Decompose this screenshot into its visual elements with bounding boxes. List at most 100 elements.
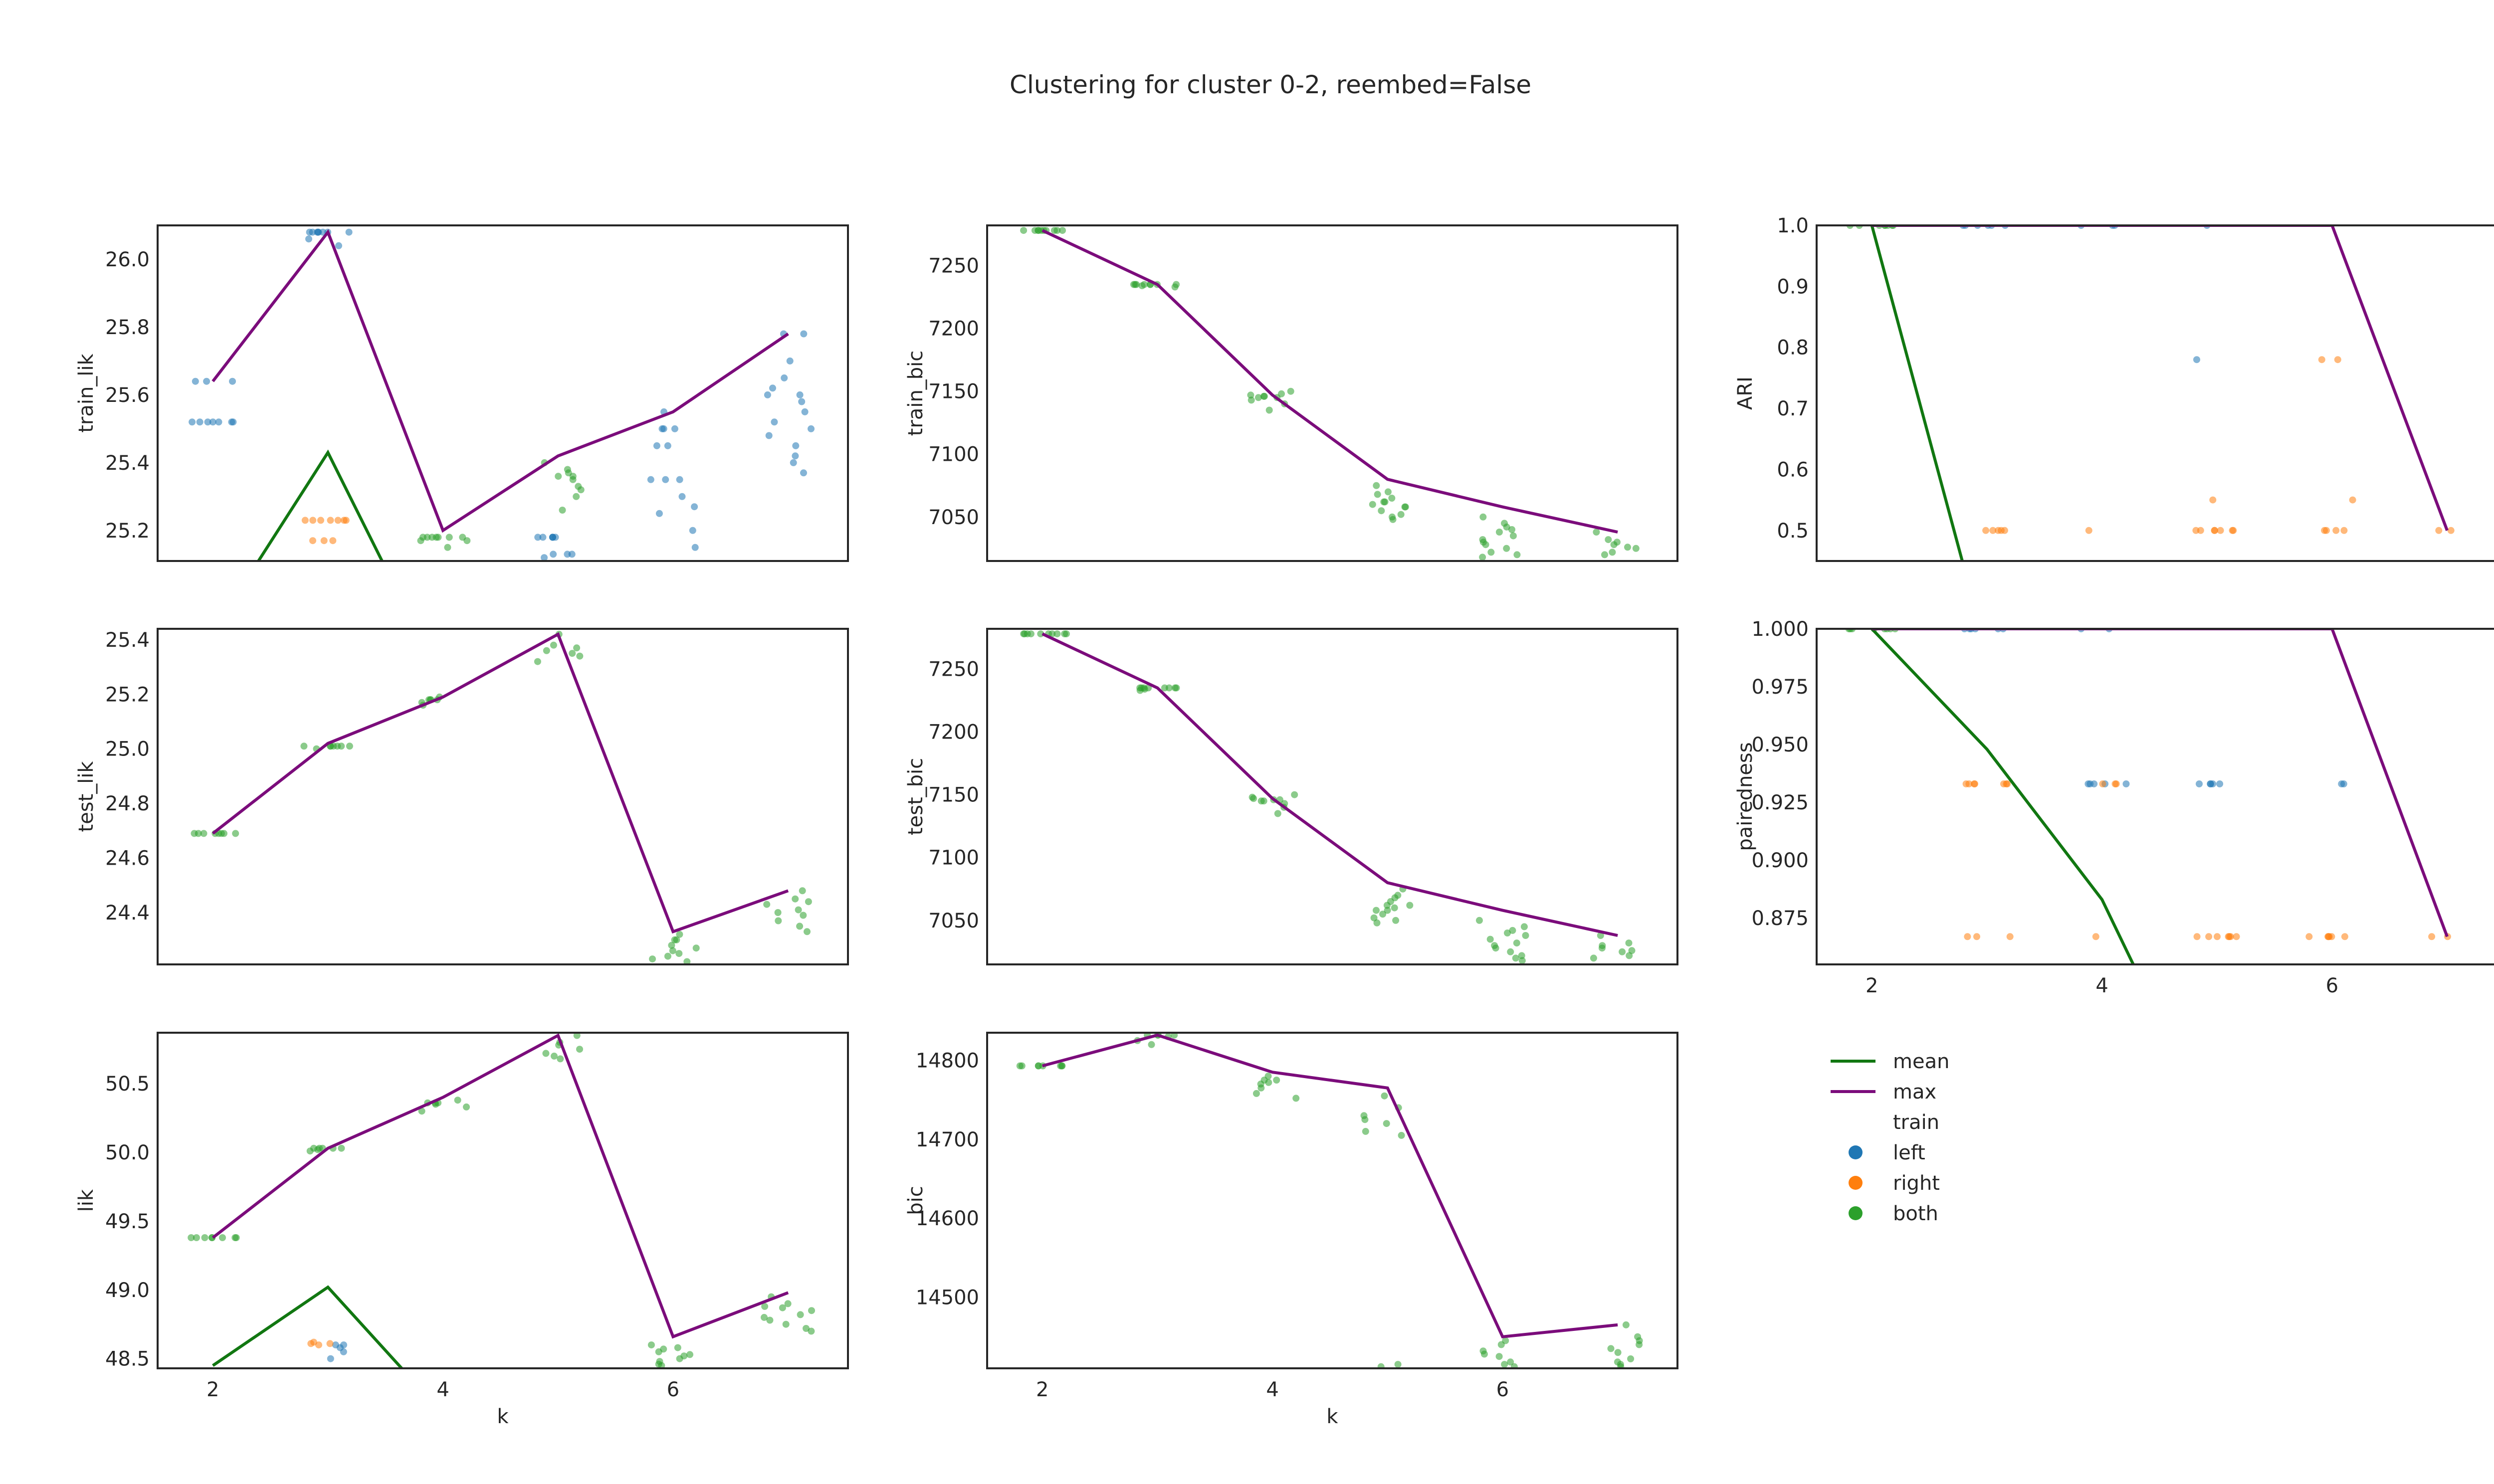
plot-area-test_lik [191, 630, 812, 964]
point-right [327, 517, 334, 524]
point-both [655, 1348, 662, 1355]
point-both [1520, 923, 1528, 930]
point-both [1061, 630, 1068, 638]
point-left [192, 377, 199, 385]
point-both [1381, 498, 1389, 506]
point-both [1391, 904, 1398, 912]
point-both [647, 1341, 655, 1349]
point-left [189, 418, 196, 426]
point-left [676, 476, 683, 483]
point-left [2196, 780, 2203, 787]
point-left [2340, 780, 2347, 787]
point-both [675, 950, 683, 957]
point-both [423, 534, 431, 541]
point-both [300, 742, 308, 750]
point-both [692, 944, 700, 952]
legend-both-label: both [1893, 1202, 1938, 1225]
point-both [1377, 1363, 1385, 1368]
point-both [1503, 523, 1510, 531]
point-both [463, 1103, 470, 1111]
x-tick-label: 4 [1266, 1378, 1278, 1401]
point-right [2211, 527, 2218, 534]
y-tick-label: 1.000 [1751, 618, 1809, 641]
point-left [335, 242, 342, 249]
point-right [301, 517, 309, 524]
point-both [428, 534, 436, 541]
plot-area-lik [188, 1033, 815, 1368]
point-right [2334, 356, 2341, 364]
point-right [1989, 527, 1997, 534]
point-right [2341, 933, 2348, 940]
point-both [797, 1311, 804, 1318]
point-both [1475, 917, 1483, 924]
x-tick-label: 2 [1866, 974, 1878, 997]
y-tick-label: 14800 [916, 1049, 979, 1072]
y-tick-label: 49.5 [105, 1210, 150, 1233]
point-right [2085, 527, 2092, 534]
point-both [1378, 507, 1385, 515]
point-left [327, 1355, 334, 1362]
point-both [445, 534, 453, 541]
point-left [209, 418, 216, 426]
point-both [1627, 1355, 1635, 1362]
panel-lik: 48.5 49.0 49.5 50.0 50.5 2 4 6 lik k [75, 1032, 849, 1428]
y-axis-label: train_lik [75, 353, 98, 432]
point-both [1610, 541, 1618, 549]
point-left [315, 228, 322, 236]
max-line [211, 632, 789, 934]
axes-frame [986, 224, 1678, 562]
point-both [1260, 392, 1268, 400]
point-both [1370, 914, 1378, 922]
point-both [766, 1316, 774, 1324]
y-tick-label: 1.0 [1777, 214, 1809, 237]
legend-max-label: max [1893, 1081, 1936, 1104]
point-both [1173, 281, 1180, 288]
y-tick-label: 7250 [928, 255, 979, 278]
y-tick-label: 0.975 [1751, 676, 1809, 699]
point-both [1624, 544, 1631, 551]
point-both [573, 644, 581, 652]
point-both [1171, 1033, 1178, 1039]
point-both [1510, 1363, 1518, 1368]
point-both [576, 652, 584, 660]
point-left [539, 534, 547, 541]
y-axis-label: bic [904, 1186, 927, 1215]
point-left [229, 377, 236, 385]
point-both [231, 1234, 239, 1241]
y-tick-label: 25.2 [105, 520, 150, 543]
point-both [803, 1325, 810, 1332]
point-both [1048, 630, 1056, 638]
point-both [1632, 545, 1640, 552]
plot-area-ARI [1846, 225, 2455, 561]
point-both [1508, 526, 1515, 533]
point-both [1171, 684, 1179, 692]
point-right [309, 517, 317, 524]
point-both [188, 1234, 195, 1241]
point-left [2122, 780, 2130, 787]
point-both [573, 493, 580, 500]
y-tick-label: 14600 [916, 1207, 979, 1230]
y-tick-label: 0.7 [1777, 397, 1809, 420]
x-tick-label: 4 [436, 1378, 449, 1401]
point-both [1389, 516, 1397, 523]
point-left [790, 459, 797, 466]
point-both [761, 1302, 769, 1310]
y-tick-label: 14700 [916, 1128, 979, 1151]
x-tick-label: 2 [207, 1378, 219, 1401]
point-right [334, 517, 342, 524]
legend-left-label: left [1893, 1141, 1925, 1164]
point-both [1495, 1353, 1503, 1360]
point-right [320, 537, 328, 545]
point-both [191, 830, 198, 837]
legend-mean-label: mean [1893, 1050, 1949, 1073]
point-both [1509, 532, 1517, 540]
point-both [417, 537, 424, 545]
point-right [326, 1340, 334, 1347]
panel-pairedness: 0.875 0.900 0.925 0.950 0.975 1.000 2 4 6 pairedn… [1734, 618, 2494, 997]
legend-left-swatch [1849, 1145, 1863, 1159]
point-both [804, 928, 811, 935]
y-tick-label: 24.6 [105, 847, 150, 870]
point-right [2099, 780, 2106, 787]
axes-frame [157, 224, 849, 562]
point-left [345, 228, 353, 236]
